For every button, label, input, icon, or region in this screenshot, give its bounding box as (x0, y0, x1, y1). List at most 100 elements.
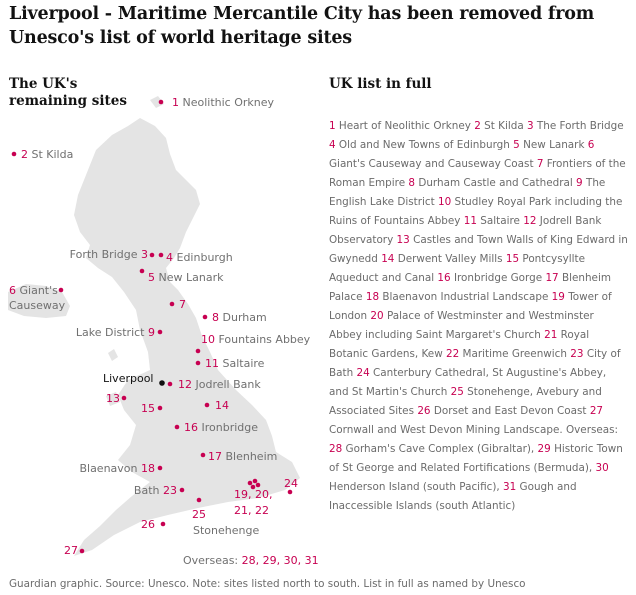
map-label-1: 1 Neolithic Orkney (172, 96, 275, 109)
site-dot-23[interactable] (179, 487, 185, 493)
list-site-name: Gorham's Cave Complex (Gibraltar), (342, 443, 535, 455)
list-title: UK list in full (329, 76, 432, 92)
list-number: 13 (396, 234, 410, 246)
list-number: 25 (450, 386, 464, 398)
list-site-name: Pontcysyllte Aqueduct and Canal (329, 253, 586, 284)
orkney-land (150, 96, 164, 108)
liverpool-dot[interactable] (159, 380, 165, 386)
map-label-24: 24 (284, 477, 298, 490)
site-dot-15[interactable] (157, 405, 163, 411)
list-number: 23 (570, 348, 584, 360)
list-number: 29 (537, 443, 551, 455)
list-item-10: 10 Studley Royal Park including the Ruin… (329, 196, 622, 227)
site-dot-20[interactable] (252, 478, 258, 484)
map-label-10: 10 Fountains Abbey (201, 333, 311, 346)
list-item-6: 6 Giant's Causeway and Causeway Coast (329, 139, 594, 170)
list-item-17: 17 Blenheim Palace (329, 272, 611, 303)
site-dot-24[interactable] (287, 489, 293, 495)
list-item-16: 16 Ironbridge Gorge (437, 272, 542, 284)
site-dot-6[interactable] (58, 287, 64, 293)
headline: Liverpool - Maritime Mercantile City has… (9, 4, 595, 48)
list-item-8: 8 Durham Castle and Cathedral (408, 177, 572, 189)
site-dot-14[interactable] (204, 402, 210, 408)
list-site-name: Maritime Greenwich (459, 348, 567, 360)
site-dot-16[interactable] (174, 424, 180, 430)
list-site-name: City of Bath (329, 348, 621, 379)
list-number: 19 (551, 291, 565, 303)
site-dot-18[interactable] (157, 465, 163, 471)
site-dot-21[interactable] (255, 482, 261, 488)
site-dot-17[interactable] (200, 452, 206, 458)
list-site-name: The Forth Bridge (533, 120, 624, 132)
list-site-name: Old and New Towns of Edinburgh (335, 139, 510, 151)
map-label-23: Bath 23 (134, 484, 177, 497)
list-number: 20 (370, 310, 384, 322)
list-site-name: Stonehenge, Avebury and Associated Sites (329, 386, 602, 417)
list-item-25: 25 Stonehenge, Avebury and Associated Si… (329, 386, 602, 417)
list-item-22: 22 Maritime Greenwich (446, 348, 567, 360)
site-dot-2[interactable] (11, 151, 17, 157)
list-site-name: Dorset and East Devon Coast (430, 405, 587, 417)
site-dot-5[interactable] (139, 268, 145, 274)
site-dot-25[interactable] (196, 497, 202, 503)
list-site-name: Saltaire (477, 215, 520, 227)
list-number: 6 (587, 139, 595, 151)
site-dot-19[interactable] (247, 480, 253, 486)
list-item-24: 24 Canterbury Cathedral, St Augustine's … (329, 367, 606, 398)
list-number: 16 (437, 272, 451, 284)
list-number: 4 (329, 139, 336, 151)
list-number: 21 (544, 329, 558, 341)
site-dot-11[interactable] (195, 360, 201, 366)
map-label-26: 26 (141, 518, 155, 531)
map-label-7: 7 (179, 298, 186, 311)
map-label-6-line2: Causeway (9, 299, 66, 312)
list-site-name: Frontiers of the Roman Empire (329, 158, 626, 189)
list-site-name: Tower of London (329, 291, 612, 322)
list-site-name: Blenheim Palace (329, 272, 611, 303)
site-dot-27[interactable] (79, 548, 85, 554)
map-label-19-22-line2: 21, 22 (234, 504, 269, 517)
site-dot-9[interactable] (157, 329, 163, 335)
list-site-name: The English Lake District (329, 177, 606, 208)
list-item-21: 21 Royal Botanic Gardens, Kew (329, 329, 589, 360)
overseas-item-28: 28 Gorham's Cave Complex (Gibraltar), (329, 443, 534, 455)
list-number: 8 (408, 177, 416, 189)
site-dot-3[interactable] (149, 252, 155, 258)
map-label-5: 5 New Lanark (148, 271, 224, 284)
list-item-13: 13 Castles and Town Walls of King Edward… (329, 234, 628, 265)
map-label-2: 2 St Kilda (21, 148, 73, 161)
list-site-name: Blaenavon Industrial Landscape (379, 291, 549, 303)
list-site-name: Durham Castle and Cathedral (415, 177, 573, 189)
site-dot-12[interactable] (167, 381, 173, 387)
list-item-5: 5 New Lanark (513, 139, 584, 151)
list-site-name: Henderson Island (south Pacific), (329, 481, 500, 493)
site-dot-22[interactable] (250, 484, 256, 490)
list-number: 14 (381, 253, 395, 265)
site-dot-7[interactable] (169, 301, 175, 307)
map-label-4: 4 Edinburgh (166, 251, 233, 264)
site-dot-4[interactable] (158, 252, 164, 258)
site-dot-26[interactable] (160, 521, 166, 527)
list-item-19: 19 Tower of London (329, 291, 612, 322)
list-site-name: Heart of Neolithic Orkney (335, 120, 471, 132)
list-item-18: 18 Blaenavon Industrial Landscape (366, 291, 549, 303)
list-number: 17 (545, 272, 559, 284)
list-item-4: 4 Old and New Towns of Edinburgh (329, 139, 510, 151)
map-label-16: 16 Ironbridge (184, 421, 258, 434)
overseas-item-31: 31 Gough and Inaccessible Islands (south… (329, 481, 577, 512)
map-label-27: 27 (64, 544, 78, 557)
list-item-9: 9 The English Lake District (329, 177, 605, 208)
list-site-name: Studley Royal Park including the Ruins o… (329, 196, 623, 227)
site-dot-1[interactable] (158, 99, 164, 105)
list-site-name: New Lanark (519, 139, 585, 151)
list-number: 18 (365, 291, 380, 303)
list-number: 28 (329, 443, 343, 455)
list-site-name: Gough and Inaccessible Islands (south At… (329, 481, 577, 512)
overseas-item-29: 29 Historic Town of St George and Relate… (329, 443, 623, 474)
site-dot-8[interactable] (202, 314, 208, 320)
list-item-26: 26 Dorset and East Devon Coast (417, 405, 586, 417)
overseas-label: Overseas: (565, 424, 619, 436)
site-dot-13[interactable] (121, 395, 127, 401)
site-dot-10[interactable] (195, 348, 201, 354)
full-site-list: 1 Heart of Neolithic Orkney 2 St Kilda 3… (329, 117, 629, 516)
